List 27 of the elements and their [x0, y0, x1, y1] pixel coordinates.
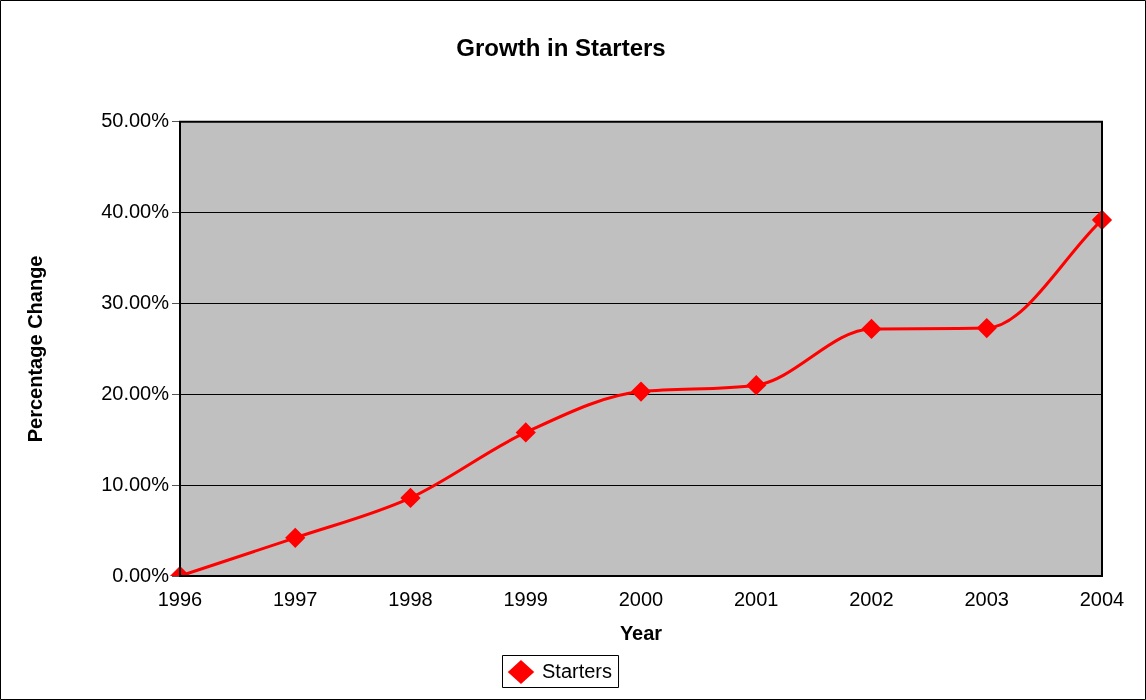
point: [516, 422, 536, 442]
y-tick-label: 50.00%: [101, 109, 170, 132]
chart-title: Growth in Starters: [456, 34, 666, 62]
point: [631, 382, 651, 402]
point: [285, 528, 305, 548]
x-tick-label: 1998: [388, 587, 433, 610]
point: [977, 318, 997, 338]
x-tick-label: 1996: [157, 587, 203, 610]
y-tick-label: 30.00%: [101, 291, 170, 313]
y-tick-label: 40.00%: [101, 200, 170, 223]
legend-label: Starters: [541, 659, 613, 682]
point: [1092, 210, 1112, 230]
x-tick-label: 2000: [618, 587, 664, 610]
x-tick-label: 2003: [964, 587, 1009, 610]
x-tick-label: 2002: [849, 587, 894, 610]
y-tick-label: 0.00%: [112, 563, 170, 586]
x-tick-label: 2004: [1079, 587, 1125, 610]
point: [862, 319, 881, 339]
y-tick-label: 20.00%: [101, 381, 170, 404]
x-tick-label: 1999: [503, 587, 548, 610]
x-tick-label: 2001: [734, 587, 779, 610]
x-tick-label: 1997: [273, 587, 318, 610]
y-tick-label: 10.00%: [101, 472, 170, 495]
point: [401, 488, 420, 508]
y-axis-title: Percentage Change: [23, 255, 46, 443]
x-axis-title: Year: [619, 621, 663, 644]
point: [746, 375, 766, 395]
